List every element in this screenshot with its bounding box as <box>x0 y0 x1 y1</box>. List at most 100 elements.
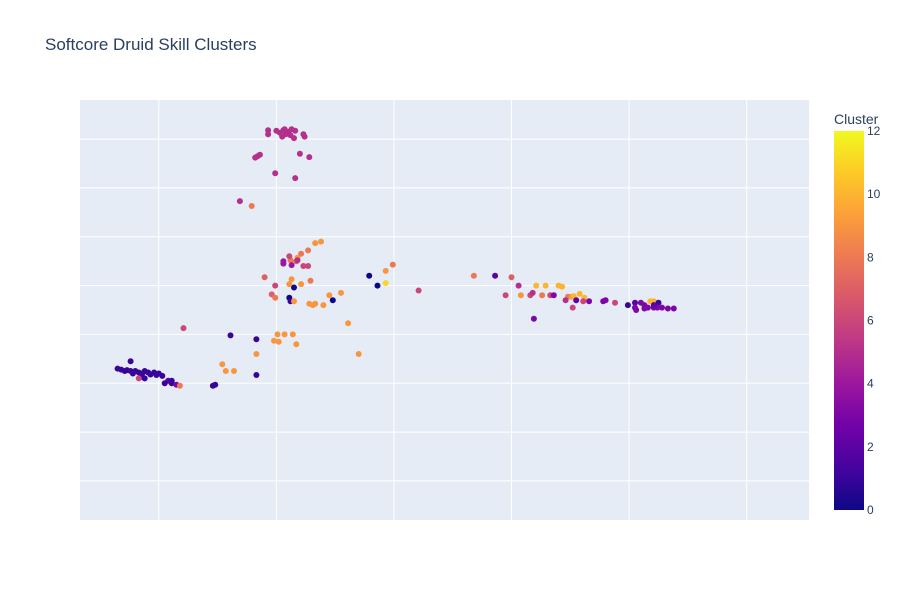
data-point-34[interactable] <box>294 257 301 264</box>
data-point-33[interactable] <box>288 262 295 269</box>
data-point-140[interactable] <box>159 372 166 379</box>
data-point-50[interactable] <box>338 289 344 296</box>
data-point-106[interactable] <box>569 304 576 311</box>
data-point-9[interactable] <box>292 127 299 134</box>
data-point-20[interactable] <box>272 170 279 177</box>
data-point-19[interactable] <box>252 154 259 161</box>
data-point-99[interactable] <box>562 297 569 304</box>
data-point-81[interactable] <box>508 274 515 281</box>
data-point-39[interactable] <box>307 277 314 284</box>
data-point-43[interactable] <box>286 281 293 288</box>
data-point-88[interactable] <box>559 283 566 290</box>
data-point-14[interactable] <box>265 131 272 138</box>
data-point-67[interactable] <box>227 332 234 339</box>
data-point-45[interactable] <box>272 294 279 301</box>
data-point-18[interactable] <box>256 151 263 158</box>
data-point-93[interactable] <box>550 292 557 299</box>
data-point-8[interactable] <box>281 126 288 133</box>
data-point-114[interactable] <box>655 299 662 306</box>
data-point-61[interactable] <box>293 341 300 348</box>
data-point-105[interactable] <box>612 299 618 306</box>
data-point-63[interactable] <box>253 351 260 357</box>
data-point-64[interactable] <box>222 368 229 374</box>
data-point-37[interactable] <box>286 253 293 260</box>
plot-area <box>80 100 809 520</box>
data-point-84[interactable] <box>502 292 509 299</box>
data-point-104[interactable] <box>602 297 609 304</box>
data-point-54[interactable] <box>320 302 327 309</box>
data-point-60[interactable] <box>271 337 277 344</box>
data-point-55[interactable] <box>312 300 319 307</box>
data-point-10[interactable] <box>291 135 297 142</box>
data-point-83[interactable] <box>517 292 524 299</box>
data-point-40[interactable] <box>288 276 295 283</box>
data-point-70[interactable] <box>219 361 226 368</box>
data-point-100[interactable] <box>573 297 580 304</box>
data-point-4[interactable] <box>279 133 286 140</box>
data-point-49[interactable] <box>326 292 333 299</box>
data-point-56[interactable] <box>345 320 352 327</box>
data-point-75[interactable] <box>374 282 381 289</box>
data-point-62[interactable] <box>274 331 281 338</box>
data-point-66[interactable] <box>253 336 260 343</box>
data-point-24[interactable] <box>318 238 324 245</box>
data-point-74[interactable] <box>382 267 389 274</box>
data-point-142[interactable] <box>141 375 148 382</box>
data-point-107[interactable] <box>624 302 631 309</box>
data-point-151[interactable] <box>212 381 219 388</box>
data-point-149[interactable] <box>161 380 168 387</box>
data-point-73[interactable] <box>366 272 373 279</box>
data-point-25[interactable] <box>312 240 319 247</box>
data-point-35[interactable] <box>300 263 307 269</box>
data-point-109[interactable] <box>632 299 638 306</box>
data-point-108[interactable] <box>530 315 537 322</box>
data-point-72[interactable] <box>329 297 336 304</box>
data-point-59[interactable] <box>275 338 282 345</box>
data-point-90[interactable] <box>529 289 536 296</box>
data-point-26[interactable] <box>305 247 312 254</box>
data-point-118[interactable] <box>644 304 651 311</box>
data-point-41[interactable] <box>272 282 279 289</box>
data-point-116[interactable] <box>633 307 640 313</box>
data-point-85[interactable] <box>533 282 540 289</box>
data-point-122[interactable] <box>664 305 671 312</box>
data-point-42[interactable] <box>291 284 297 291</box>
data-point-148[interactable] <box>176 382 183 389</box>
data-point-57[interactable] <box>289 331 296 338</box>
data-point-77[interactable] <box>382 280 389 287</box>
data-point-152[interactable] <box>168 377 175 384</box>
data-point-101[interactable] <box>580 298 587 305</box>
data-point-22[interactable] <box>236 198 243 205</box>
data-point-21[interactable] <box>292 175 299 182</box>
data-point-15[interactable] <box>296 150 303 157</box>
data-point-121[interactable] <box>659 304 665 311</box>
data-point-51[interactable] <box>298 281 305 288</box>
data-point-97[interactable] <box>576 290 583 297</box>
data-point-71[interactable] <box>180 325 187 332</box>
data-point-86[interactable] <box>542 282 549 289</box>
data-point-65[interactable] <box>355 351 362 357</box>
data-point-69[interactable] <box>253 372 260 378</box>
data-point-76[interactable] <box>389 261 396 268</box>
data-point-38[interactable] <box>261 274 268 281</box>
data-point-48[interactable] <box>291 298 297 305</box>
data-point-12[interactable] <box>301 133 308 140</box>
data-point-124[interactable] <box>650 302 657 309</box>
data-point-123[interactable] <box>670 305 677 312</box>
data-point-58[interactable] <box>281 331 288 338</box>
data-point-23[interactable] <box>248 203 255 209</box>
data-point-27[interactable] <box>298 250 305 257</box>
data-point-79[interactable] <box>470 272 477 279</box>
data-point-82[interactable] <box>515 282 522 289</box>
colorbar-tick-label-5: 10 <box>867 187 881 201</box>
data-point-78[interactable] <box>415 287 422 294</box>
data-point-32[interactable] <box>280 260 287 267</box>
data-point-68[interactable] <box>231 368 237 374</box>
data-point-144[interactable] <box>127 358 134 365</box>
data-point-36[interactable] <box>305 263 312 269</box>
data-point-16[interactable] <box>306 154 313 161</box>
data-point-143[interactable] <box>135 375 142 382</box>
data-point-80[interactable] <box>492 272 499 279</box>
data-point-91[interactable] <box>539 292 546 299</box>
data-point-102[interactable] <box>586 298 593 305</box>
